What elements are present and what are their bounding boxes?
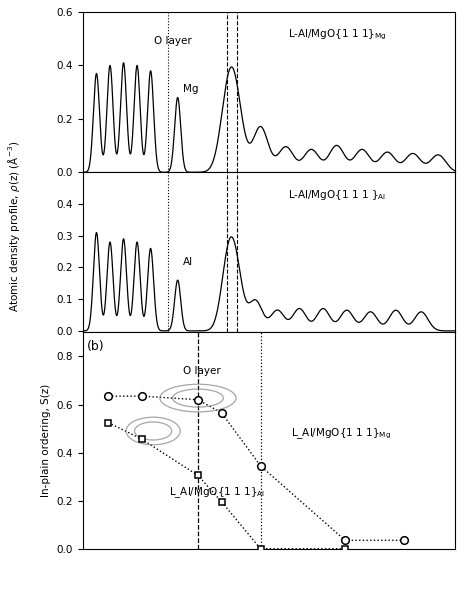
Text: L-Al/MgO{1 1 1}$_{\mathregular{Mg}}$: L-Al/MgO{1 1 1}$_{\mathregular{Mg}}$ xyxy=(288,28,386,42)
Y-axis label: In-plain ordering, S(z): In-plain ordering, S(z) xyxy=(41,384,51,497)
Text: (b): (b) xyxy=(87,339,104,353)
Text: L_Al/MgO{1 1 1}$_{\mathregular{Mg}}$: L_Al/MgO{1 1 1}$_{\mathregular{Mg}}$ xyxy=(292,426,392,441)
Text: L_Al/MgO{1 1 1}$_{\mathregular{Al}}$: L_Al/MgO{1 1 1}$_{\mathregular{Al}}$ xyxy=(169,485,264,499)
Text: O layer: O layer xyxy=(154,36,191,46)
X-axis label: Distance, d(Å): Distance, d(Å) xyxy=(227,358,311,371)
Text: Atomic density profile, $\rho$(z) (Å$^{-3}$): Atomic density profile, $\rho$(z) (Å$^{-… xyxy=(6,140,22,312)
Text: Al: Al xyxy=(183,257,193,267)
Text: L-Al/MgO{1 1 1 }$_{\mathregular{Al}}$: L-Al/MgO{1 1 1 }$_{\mathregular{Al}}$ xyxy=(288,188,385,202)
Text: Mg: Mg xyxy=(183,84,199,94)
Text: O layer: O layer xyxy=(183,365,221,376)
